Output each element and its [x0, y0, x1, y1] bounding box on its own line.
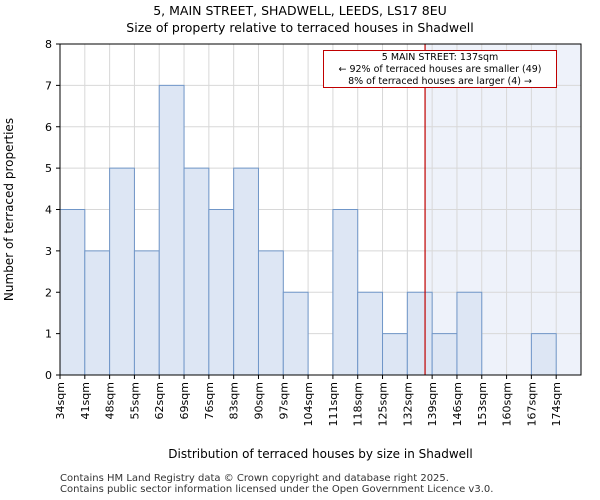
- annotation-line1: 5 MAIN STREET: 137sqm: [381, 52, 499, 63]
- chart-title-line1: 5, MAIN STREET, SHADWELL, LEEDS, LS17 8E…: [153, 3, 447, 18]
- footer-line2: Contains public sector information licen…: [60, 484, 494, 495]
- x-tick-label: 76sqm: [203, 382, 216, 419]
- bar: [59, 209, 86, 376]
- y-tick-label: 6: [45, 121, 52, 134]
- x-tick-label: 62sqm: [153, 382, 166, 419]
- y-tick-label: 2: [45, 286, 52, 299]
- bar: [133, 250, 160, 376]
- x-tick-label: 132sqm: [401, 382, 414, 426]
- x-tick-label: 167sqm: [525, 382, 538, 426]
- x-tick-label: 90sqm: [252, 382, 265, 419]
- x-tick-label: 174sqm: [550, 382, 563, 426]
- bar: [382, 333, 408, 376]
- x-tick-label: 139sqm: [426, 382, 439, 426]
- x-tick-label: 41sqm: [79, 382, 92, 419]
- bar: [233, 167, 259, 376]
- bar: [456, 291, 483, 376]
- x-tick-label: 125sqm: [377, 382, 390, 426]
- annotation-box: 5 MAIN STREET: 137sqm ← 92% of terraced …: [323, 50, 557, 88]
- x-tick-label: 97sqm: [277, 382, 290, 419]
- chart-title-line2: Size of property relative to terraced ho…: [126, 20, 474, 35]
- y-tick-label: 1: [45, 328, 52, 341]
- x-tick-label: 69sqm: [178, 382, 191, 419]
- x-tick-label: 48sqm: [104, 382, 117, 419]
- y-tick-label: 4: [45, 204, 52, 217]
- bar: [109, 167, 135, 376]
- x-tick-label: 83sqm: [228, 382, 241, 419]
- x-tick-label: 111sqm: [327, 382, 340, 426]
- bar: [84, 250, 111, 376]
- y-axis-label: Number of terraced properties: [2, 118, 16, 301]
- bar: [183, 167, 210, 376]
- x-tick-label: 118sqm: [352, 382, 365, 426]
- bar: [406, 291, 433, 376]
- footer-line1: Contains HM Land Registry data © Crown c…: [60, 473, 449, 484]
- annotation-line3: 8% of terraced houses are larger (4) →: [348, 76, 532, 87]
- y-tick-label: 0: [45, 369, 52, 382]
- x-tick-label: 160sqm: [501, 382, 514, 426]
- y-tick-label: 5: [45, 162, 52, 175]
- bar: [257, 250, 284, 376]
- y-tick-label: 7: [45, 79, 52, 92]
- x-tick-label: 146sqm: [451, 382, 464, 426]
- bar: [332, 209, 359, 376]
- annotation-line2: ← 92% of terraced houses are smaller (49…: [338, 64, 542, 75]
- bar: [208, 209, 235, 376]
- bar: [357, 291, 384, 376]
- y-tick-label: 3: [45, 245, 52, 258]
- bar: [530, 333, 557, 376]
- bar: [158, 84, 185, 376]
- bar: [431, 333, 458, 376]
- x-tick-label: 55sqm: [128, 382, 141, 419]
- bar: [282, 291, 309, 376]
- x-tick-label: 104sqm: [302, 382, 315, 426]
- x-axis-label: Distribution of terraced houses by size …: [168, 447, 472, 461]
- y-tick-label: 8: [45, 38, 52, 51]
- x-tick-label: 34sqm: [54, 382, 67, 419]
- x-tick-label: 153sqm: [476, 382, 489, 426]
